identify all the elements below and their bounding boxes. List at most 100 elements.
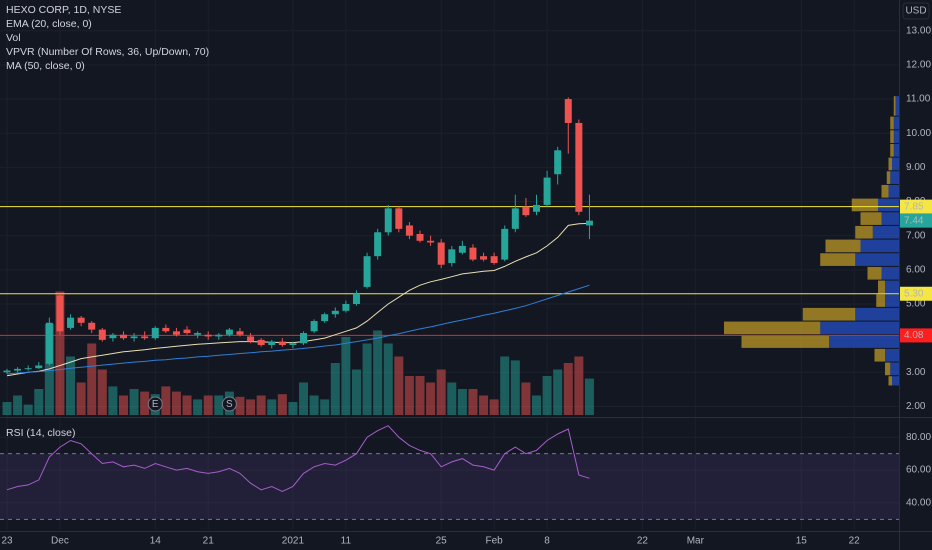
volume-bar — [563, 363, 573, 415]
vpvr-down — [890, 116, 894, 130]
overlays — [0, 206, 899, 377]
x-tick-label: 8 — [544, 536, 550, 547]
volume-bar — [362, 343, 372, 415]
vpvr-down — [724, 321, 821, 335]
candle-body — [88, 322, 96, 330]
volume-bar — [309, 395, 319, 415]
vpvr-down — [741, 335, 829, 348]
vpvr-down — [860, 212, 882, 225]
y-tick-label: 7.00 — [906, 230, 926, 241]
candle-body — [543, 177, 551, 205]
volume-bar — [118, 395, 128, 415]
volume-bar — [214, 395, 224, 415]
x-tick-label: 22 — [849, 536, 861, 547]
candle-body — [384, 208, 392, 233]
vpvr-down — [890, 143, 894, 157]
vpvr-up — [892, 157, 899, 171]
vpvr-up — [872, 225, 899, 239]
volume-bar — [76, 382, 86, 415]
candle-body — [374, 232, 382, 257]
candle-body — [162, 327, 170, 332]
volume-bar — [34, 389, 44, 415]
vpvr-up — [893, 143, 899, 157]
volume-bar — [341, 337, 351, 415]
level-tag — [900, 328, 932, 343]
overlay-line — [6, 284, 590, 375]
x-tick-label: 14 — [150, 536, 162, 547]
volume-bar — [13, 395, 23, 415]
candle-body — [109, 334, 117, 339]
vpvr-down — [890, 130, 894, 143]
currency-button[interactable] — [902, 2, 930, 20]
vpvr-down — [851, 198, 878, 212]
rsi-tick-label: 80.00 — [906, 432, 931, 443]
candle-body — [257, 339, 265, 345]
candle-body — [278, 341, 286, 345]
candle-body — [56, 295, 64, 332]
candle-body — [331, 310, 339, 315]
candle-body — [98, 329, 106, 340]
level-label: 4.08 — [904, 330, 924, 341]
vpvr-up — [890, 171, 899, 184]
candle-body — [585, 220, 593, 226]
candle-body — [522, 206, 530, 216]
legend-item: MA (50, close, 0) — [6, 60, 85, 72]
currency[interactable]: USD — [905, 6, 926, 17]
rsi-pane — [0, 425, 899, 520]
vpvr-up — [829, 335, 899, 348]
candle-body — [501, 228, 509, 260]
y-tick-label: 2.00 — [906, 401, 926, 412]
y-tick-label: 9.00 — [906, 162, 926, 173]
x-tick-label: 25 — [436, 536, 448, 547]
volume-bar — [299, 382, 309, 415]
symbol-title: HEXO CORP, 1D, NYSE — [6, 4, 121, 16]
volume-bar — [373, 330, 383, 415]
candle-body — [14, 368, 22, 371]
volume-bar — [267, 399, 277, 415]
rsi-band — [0, 453, 899, 520]
candle-body — [363, 256, 371, 287]
vpvr-up — [893, 130, 899, 143]
volume-bar — [383, 343, 393, 415]
vpvr-up — [890, 362, 899, 376]
candle-body — [24, 368, 32, 370]
rsi-title: RSI (14, close) — [6, 427, 75, 439]
x-tick-label: Mar — [687, 536, 705, 547]
legend-item: Vol — [6, 32, 21, 44]
x-tick-label: Feb — [486, 536, 504, 547]
candle-body — [194, 333, 202, 335]
candle-body — [77, 317, 85, 323]
axes: 23 Dec 14 21 2021 11 25 Feb 8 22 Mar 15 22 2.00 3.00 4.… — [1, 25, 932, 547]
vpvr-up — [892, 376, 899, 386]
candle-body — [310, 321, 318, 332]
legend-item: EMA (20, close, 0) — [6, 18, 92, 30]
vpvr-up — [820, 321, 899, 335]
volume-bar — [66, 356, 76, 415]
candle-body — [395, 208, 403, 229]
volume-bar — [394, 356, 404, 415]
volume-bar — [171, 391, 181, 415]
candle-body — [437, 242, 445, 265]
y-tick-label: 11.00 — [906, 94, 931, 105]
level-tag — [900, 199, 932, 214]
candle-body — [225, 329, 233, 335]
candle-body — [405, 225, 413, 236]
volume-bar — [320, 399, 330, 415]
volume-bar — [468, 389, 478, 415]
volume-bar — [479, 395, 489, 415]
y-tick-label: 3.00 — [906, 367, 926, 378]
volume-bar — [140, 391, 150, 415]
vpvr-up — [885, 348, 899, 362]
event-label: E — [152, 399, 159, 410]
vpvr-down — [867, 266, 882, 280]
candle-body — [45, 322, 53, 364]
volume-bar — [415, 376, 425, 415]
vpvr-up — [888, 184, 899, 198]
vpvr-down — [802, 307, 856, 321]
rsi-tick-label: 60.00 — [906, 465, 931, 476]
vpvr-up — [885, 294, 899, 307]
vpvr-down — [820, 253, 856, 266]
volume-bar — [532, 395, 541, 415]
y-tick-label: 13.00 — [906, 25, 931, 36]
